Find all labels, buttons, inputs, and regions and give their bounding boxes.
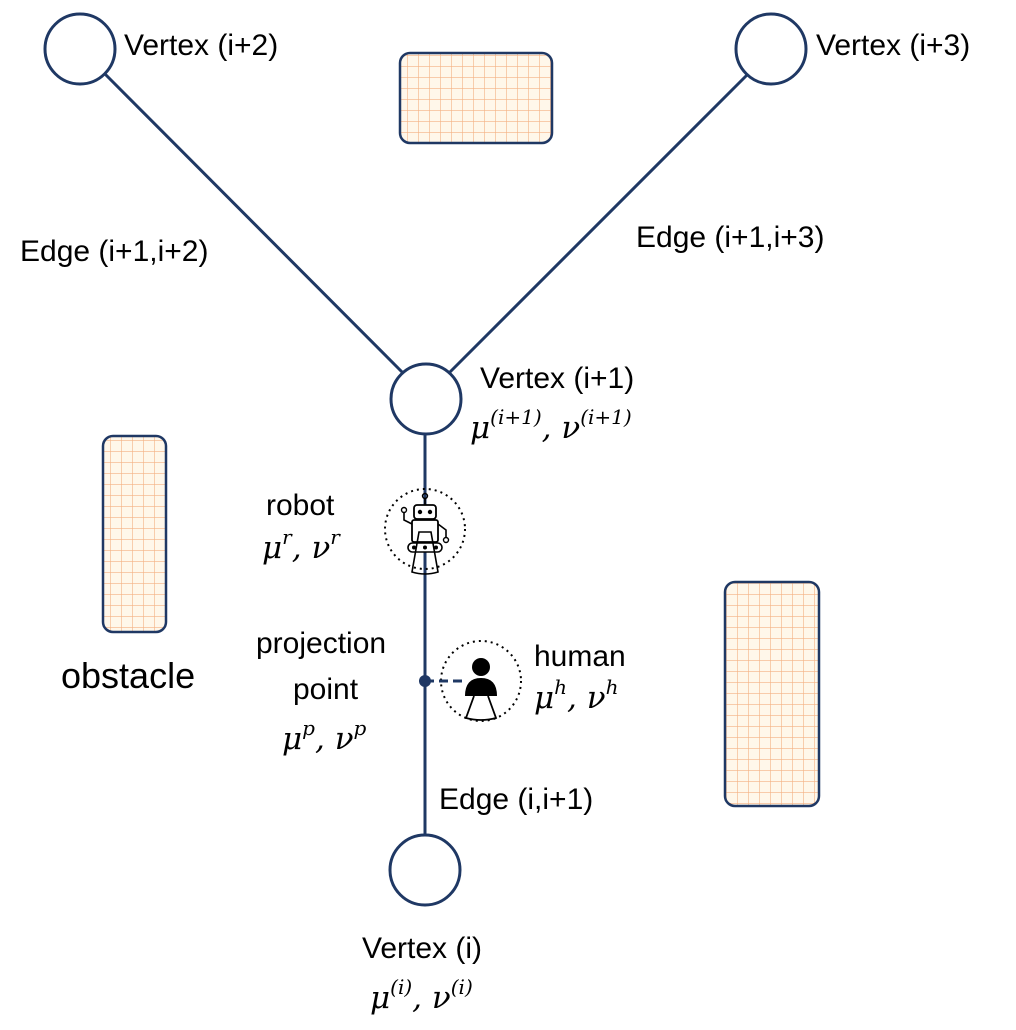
obstacle-top <box>398 51 554 145</box>
edge-i-i1-label: Edge (i,i+1) <box>439 783 593 816</box>
human-math: μh, νh <box>534 675 619 716</box>
projection-math: μp, νp <box>282 716 367 757</box>
edge-i1-i2-line <box>102 71 407 377</box>
vertex-i1-node[interactable] <box>389 362 463 436</box>
vertex-i-node[interactable] <box>388 833 462 907</box>
vertex-i1-math: μ(i+1), ν(i+1) <box>470 405 632 446</box>
edge-i1-i2-label: Edge (i+1,i+2) <box>20 235 208 268</box>
vertex-i2-label: Vertex (i+2) <box>124 29 278 62</box>
vertex-i1-label: Vertex (i+1) <box>480 362 634 395</box>
person-icon <box>440 640 522 722</box>
robot-label: robot <box>266 489 335 522</box>
edge-i1-i3-label: Edge (i+1,i+3) <box>636 221 824 254</box>
robot-icon <box>384 488 466 575</box>
obstacle-left <box>101 434 168 634</box>
vertex-i-label: Vertex (i) <box>362 932 482 965</box>
projection-point-dot[interactable] <box>419 675 431 687</box>
obstacle-right <box>723 580 821 808</box>
robot-math: μr, νr <box>262 525 341 566</box>
vertex-i3-label: Vertex (i+3) <box>816 29 970 62</box>
projection-label-line1: projection <box>256 627 386 660</box>
vertex-i-math: μ(i), ν(i) <box>370 975 473 1016</box>
human-label: human <box>534 640 626 673</box>
vertex-i2-node[interactable] <box>43 12 117 86</box>
obstacle-label: obstacle <box>61 655 195 696</box>
edge-i1-i3-line <box>446 72 750 376</box>
vertex-i3-node[interactable] <box>734 12 808 86</box>
projection-label-line2: point <box>293 673 359 706</box>
